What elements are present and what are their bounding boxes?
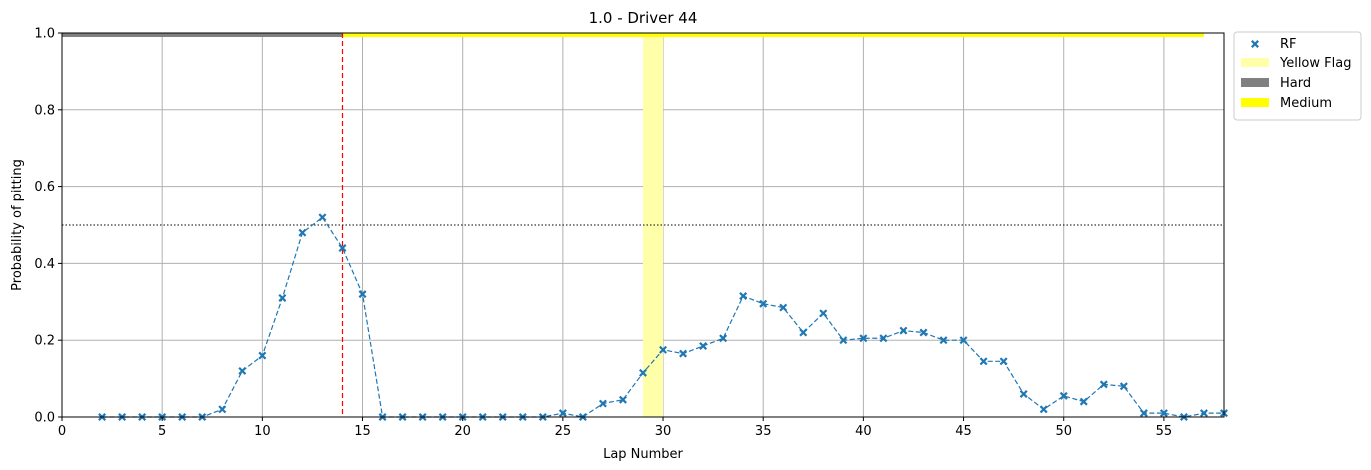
data-point <box>1139 409 1148 418</box>
y-tick-label: 0.2 <box>34 334 55 349</box>
data-point <box>679 349 688 358</box>
legend-swatch-hard <box>1241 78 1269 87</box>
data-point <box>1079 397 1088 406</box>
legend-swatch-medium <box>1241 98 1269 107</box>
plot-frame <box>61 32 1225 418</box>
y-tick-label: 1.0 <box>34 27 55 42</box>
legend-marker-rf <box>1251 40 1259 48</box>
data-point <box>819 309 828 318</box>
tyre-strip-hard <box>62 33 343 37</box>
data-point <box>979 357 988 366</box>
data-point <box>218 405 227 414</box>
data-point <box>1099 380 1108 389</box>
x-tick-label: 55 <box>1156 424 1173 439</box>
legend-label-medium: Medium <box>1280 96 1332 111</box>
y-tick-label: 0.8 <box>34 103 55 118</box>
data-point <box>839 336 848 345</box>
x-tick-label: 40 <box>855 424 872 439</box>
data-point <box>1199 409 1208 418</box>
yellow-flag-band <box>643 33 664 417</box>
data-point <box>1039 405 1048 414</box>
x-tick-label: 20 <box>454 424 471 439</box>
data-point <box>1119 382 1128 391</box>
x-axis-label: Lap Number <box>603 447 683 462</box>
yellow-flag-span <box>643 33 664 417</box>
data-point <box>598 399 607 408</box>
y-tick-label: 0.0 <box>34 411 55 426</box>
data-point <box>1059 391 1068 400</box>
y-tick-label: 0.6 <box>34 180 55 195</box>
data-point <box>1019 389 1028 398</box>
data-point <box>358 290 367 299</box>
data-point <box>759 299 768 308</box>
data-point <box>719 334 728 343</box>
x-tick-label: 15 <box>354 424 371 439</box>
data-point <box>739 292 748 301</box>
y-tick-label: 0.4 <box>34 257 55 272</box>
data-point <box>879 334 888 343</box>
data-point <box>999 357 1008 366</box>
x-tick-label: 45 <box>955 424 972 439</box>
data-point <box>939 336 948 345</box>
data-point <box>338 244 347 253</box>
data-point <box>699 341 708 350</box>
y-axis-label: Probability of pitting <box>10 159 25 291</box>
legend-item-hard: Hard <box>1241 76 1311 91</box>
legend-swatch-yellow-flag <box>1241 58 1269 67</box>
data-point <box>639 368 647 377</box>
x-tick-label: 50 <box>1055 424 1072 439</box>
chart-title: 1.0 - Driver 44 <box>589 9 698 27</box>
data-point <box>659 345 668 354</box>
data-point <box>1159 409 1168 418</box>
data-point <box>278 293 287 302</box>
x-tick-label: 5 <box>158 424 166 439</box>
legend-item-medium: Medium <box>1241 96 1332 111</box>
legend-label-hard: Hard <box>1280 76 1311 91</box>
legend-item-rf: RF <box>1251 37 1297 52</box>
x-tick-label: 30 <box>655 424 672 439</box>
tyre-strips <box>62 33 1204 37</box>
data-point <box>919 328 928 337</box>
x-tick-label: 25 <box>555 424 572 439</box>
data-point <box>799 328 808 337</box>
legend-item-yellow-flag: Yellow Flag <box>1241 56 1351 71</box>
data-point <box>779 303 788 312</box>
data-point <box>859 334 868 343</box>
x-tick-label: 10 <box>254 424 271 439</box>
data-point <box>318 213 327 222</box>
legend-label-yellow-flag: Yellow Flag <box>1279 56 1351 71</box>
legend-label-rf: RF <box>1280 37 1297 52</box>
data-point <box>258 351 267 360</box>
legend: RF Yellow Flag Hard Medium <box>1233 31 1362 121</box>
tyre-strip-medium <box>342 33 1204 37</box>
data-point <box>238 366 247 375</box>
data-point <box>298 228 307 237</box>
axis-ticks: 0 5 10 15 20 25 30 35 40 45 50 55 0.0 0.2 0.4 0.6 0.8 1.0 <box>34 27 1172 440</box>
x-tick-label: 35 <box>755 424 772 439</box>
data-point <box>558 409 567 418</box>
reference-lines <box>62 33 1224 417</box>
data-point <box>959 336 968 345</box>
data-point <box>618 395 627 404</box>
x-tick-label: 0 <box>58 424 66 439</box>
data-point <box>899 326 908 335</box>
